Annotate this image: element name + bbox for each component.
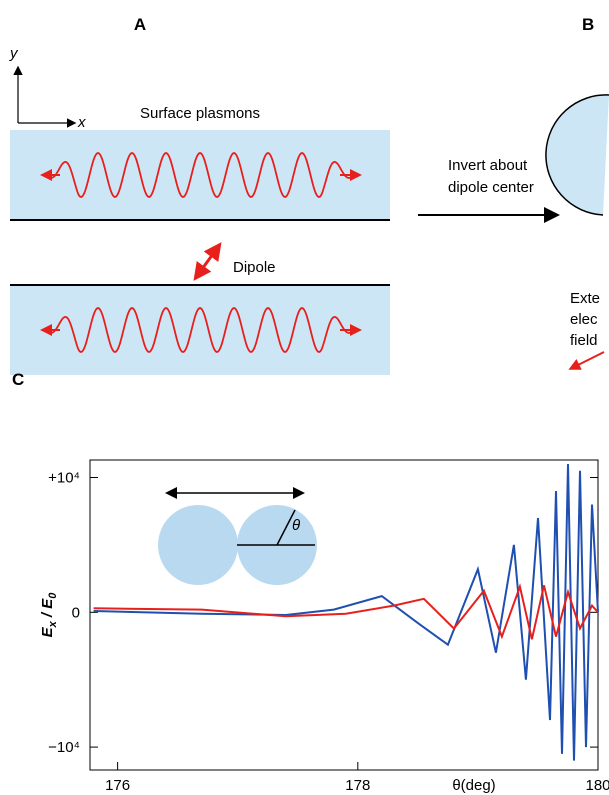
dipole-arrow: [193, 242, 222, 281]
field-text: elec: [570, 311, 598, 328]
y-tick-label: 0: [72, 604, 80, 621]
panel-label: A: [134, 15, 146, 34]
x-axis-label: θ(deg): [452, 777, 495, 794]
axis-label: x: [77, 114, 86, 131]
metal-slab: [10, 130, 390, 220]
panel-label: C: [12, 370, 24, 389]
y-label-part: E: [39, 598, 56, 609]
plot-frame: [89, 459, 599, 771]
field-arrow: [568, 351, 605, 370]
series-line: [93, 583, 599, 640]
y-label-part: 0: [47, 592, 59, 599]
field-text: Exte: [570, 290, 600, 307]
field-text: field: [570, 332, 598, 349]
y-tick-label: −10⁴: [48, 739, 80, 756]
x-tick-label: 176: [105, 777, 130, 794]
y-tick-label: +10⁴: [48, 470, 80, 487]
inset-angle: θ: [292, 517, 300, 534]
sphere-edge: [545, 94, 609, 216]
panel-label: B: [582, 15, 594, 34]
arrow-text: dipole center: [448, 179, 534, 196]
surface-label: Surface plasmons: [140, 105, 260, 122]
y-label-part: x: [47, 620, 59, 628]
inset-line: [276, 509, 296, 546]
y-axis-label: Ex / E0: [39, 592, 59, 638]
plasmon-wave: [44, 307, 356, 353]
plasmon-wave: [44, 152, 356, 198]
arrow-text: Invert about: [448, 157, 528, 174]
dipole-label: Dipole: [233, 259, 276, 276]
metal-slab: [10, 285, 390, 375]
inset-sphere: [158, 505, 238, 585]
axis-label: y: [9, 45, 19, 62]
y-label-part: E: [39, 626, 56, 637]
x-tick-label: 180: [585, 777, 609, 794]
series-line: [93, 463, 599, 761]
y-label-part: /: [39, 609, 56, 622]
x-tick-label: 178: [345, 777, 370, 794]
